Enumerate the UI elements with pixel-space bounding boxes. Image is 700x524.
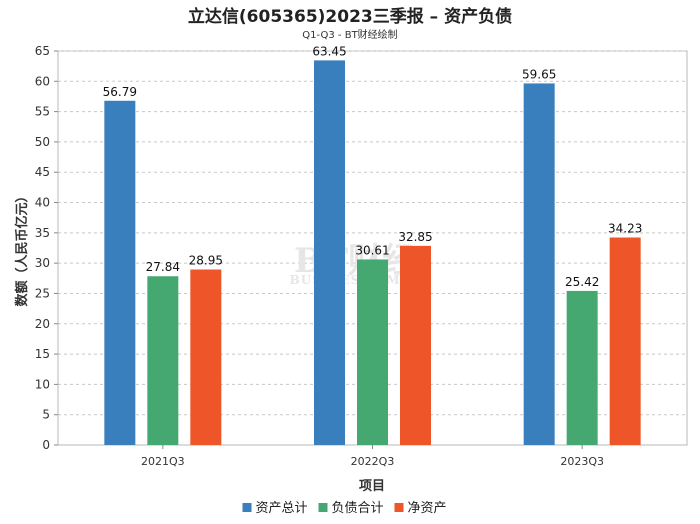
bar-3-2023Q3 (609, 237, 641, 445)
data-label: 27.84 (146, 260, 180, 274)
y-axis-ticks: 0 5 10 15 20 25 30 35 40 45 50 55 60 65 (35, 44, 58, 452)
data-labels: 56.79 27.84 28.95 63.45 30.61 32.85 59.65 25.42… (103, 44, 643, 289)
legend-swatch (242, 503, 252, 512)
bar-3-2021Q3 (190, 269, 222, 445)
y-tick-label: 50 (35, 135, 50, 149)
chart-title: 立达信(605365)2023三季报 – 资产负债 (188, 6, 512, 27)
bar-2-2023Q3 (566, 290, 598, 445)
data-label: 59.65 (522, 67, 556, 81)
data-label: 32.85 (398, 230, 432, 244)
data-label: 25.42 (565, 275, 599, 289)
x-tick-label: 2023Q3 (560, 455, 604, 468)
bar-1-2021Q3 (104, 100, 136, 445)
y-tick-label: 35 (35, 226, 50, 240)
legend-swatch (394, 503, 404, 512)
bar-2-2022Q3 (357, 259, 388, 445)
y-tick-label: 60 (35, 74, 50, 88)
data-label: 56.79 (103, 85, 137, 99)
y-axis-label: 数额（人民币亿元） (14, 189, 30, 306)
bar-1-2022Q3 (314, 60, 345, 445)
y-tick-label: 45 (35, 165, 50, 179)
y-tick-label: 40 (35, 196, 50, 210)
legend-label: 负债合计 (332, 501, 384, 516)
y-tick-label: 10 (35, 377, 50, 391)
chart-subtitle: Q1-Q3 - BT财经绘制 (302, 28, 397, 41)
y-tick-label: 25 (35, 286, 50, 300)
x-axis-label: 项目 (359, 479, 385, 494)
x-tick-label: 2022Q3 (351, 455, 395, 468)
y-tick-label: 30 (35, 256, 50, 270)
y-tick-label: 20 (35, 317, 50, 331)
data-label: 63.45 (312, 44, 346, 58)
legend-swatch (318, 503, 328, 512)
data-label: 30.61 (355, 243, 389, 257)
y-tick-label: 55 (35, 105, 50, 119)
y-tick-label: 15 (35, 347, 50, 361)
y-tick-label: 5 (42, 408, 50, 422)
x-tick-label: 2021Q3 (141, 455, 185, 468)
bar-2-2021Q3 (147, 276, 179, 445)
data-label: 28.95 (189, 254, 223, 268)
y-tick-label: 0 (42, 438, 50, 452)
bar-1-2023Q3 (523, 83, 555, 445)
legend: 资产总计 负债合计 净资产 (242, 501, 447, 516)
data-label: 34.23 (608, 222, 642, 236)
x-axis-ticks: 2021Q3 2022Q3 2023Q3 (141, 445, 604, 468)
legend-label: 净资产 (408, 501, 447, 516)
bars (104, 60, 641, 445)
bar-3-2022Q3 (400, 245, 431, 445)
y-tick-label: 65 (35, 44, 50, 58)
legend-label: 资产总计 (256, 501, 308, 516)
